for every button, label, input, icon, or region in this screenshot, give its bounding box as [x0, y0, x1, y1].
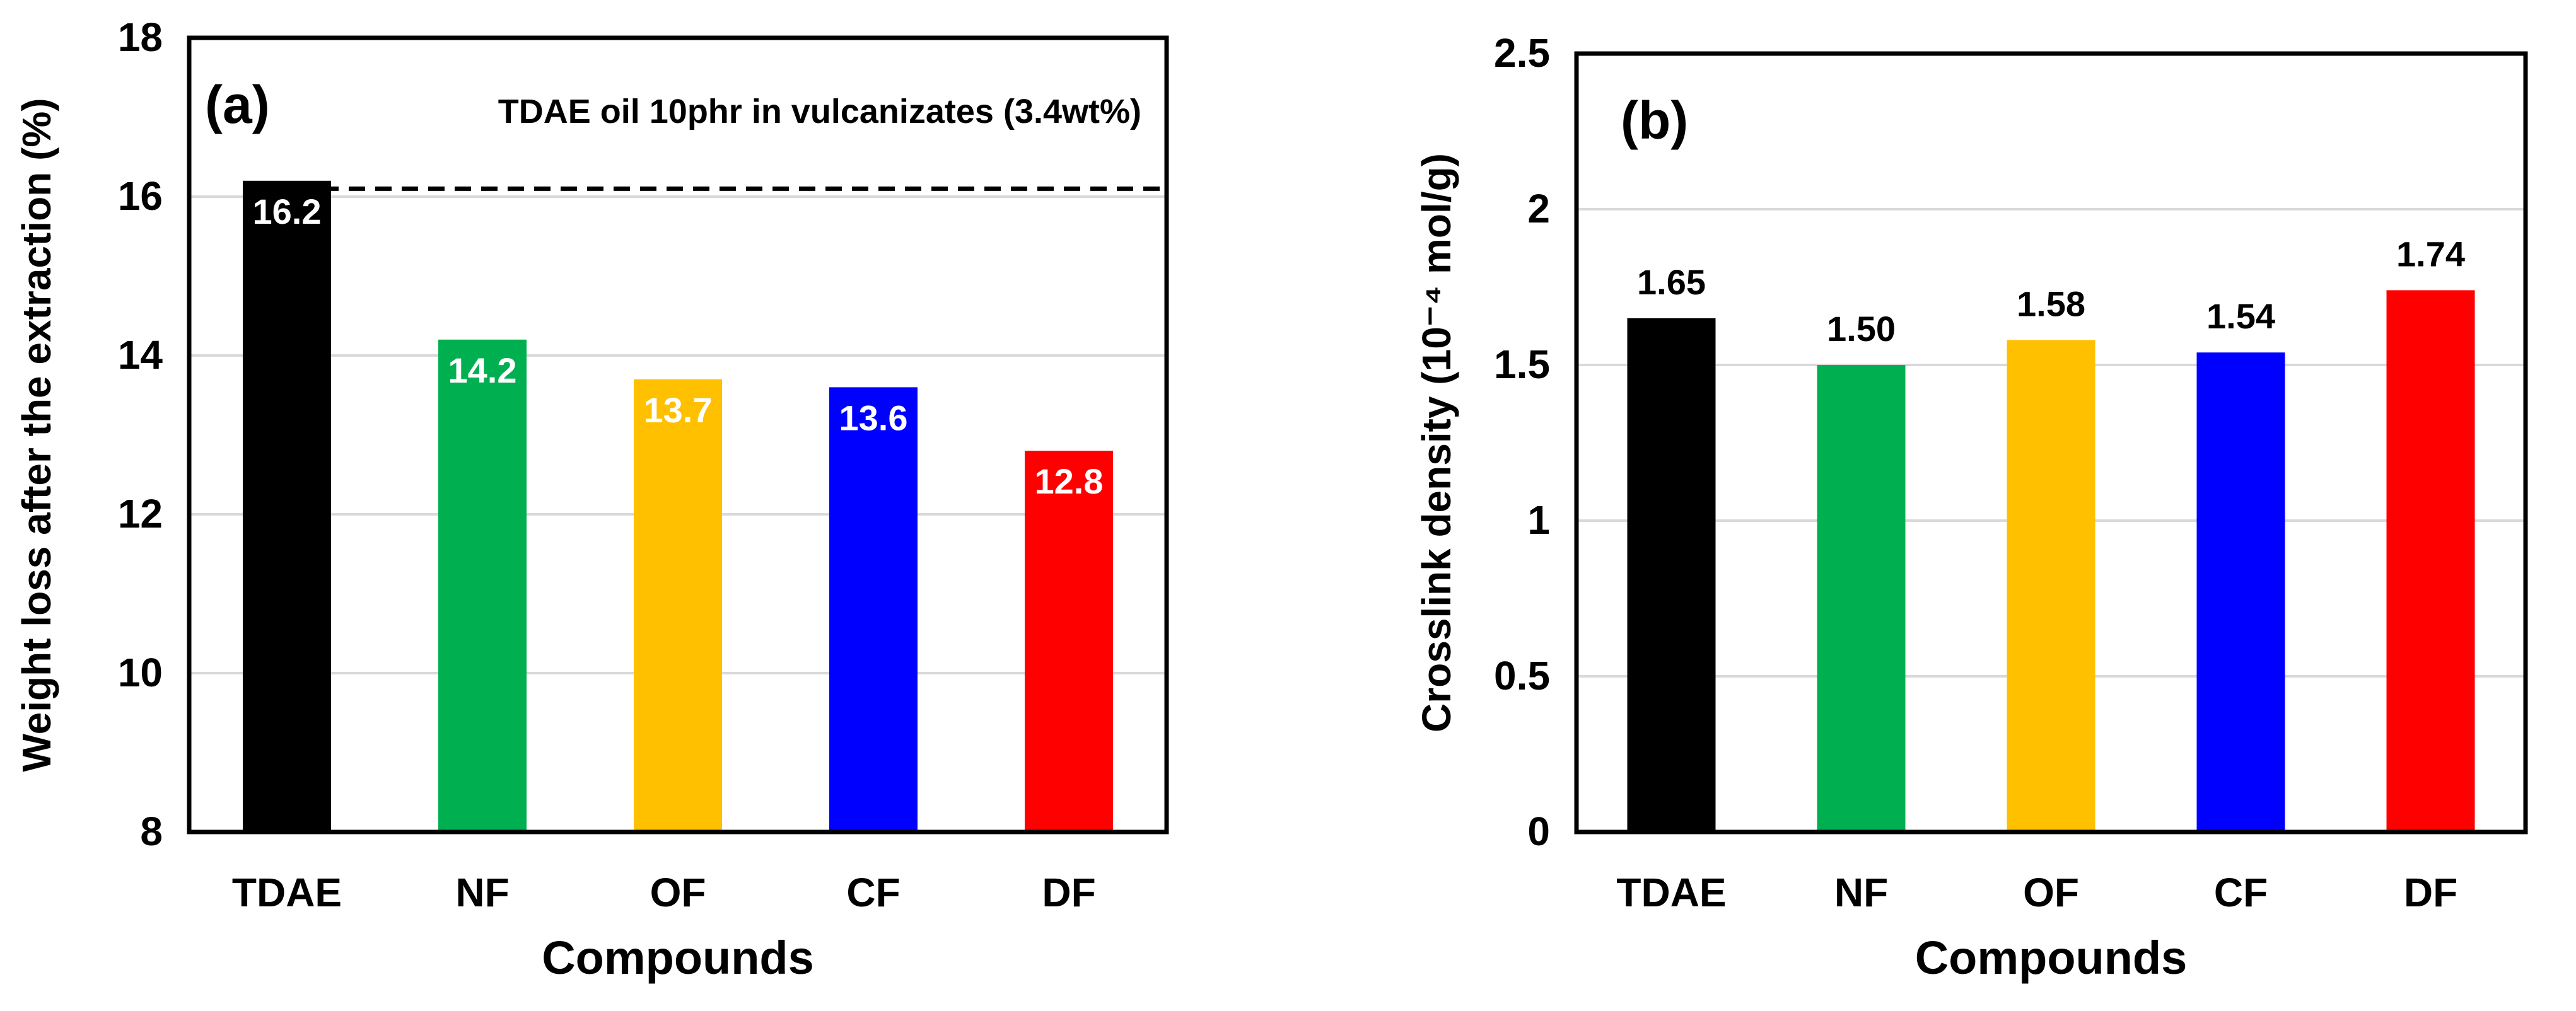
panel-b-y-axis-title: Crosslink density (10⁻⁴ mol/g): [1414, 153, 1459, 732]
panel-a-bar-cf: [829, 387, 918, 832]
panel-b-value-label: 1.50: [1827, 309, 1896, 349]
panel-a-bar-nf: [438, 339, 527, 832]
panel-b-bar-df: [2386, 290, 2475, 832]
panel-b-frame: [1574, 51, 2528, 835]
panel-a-x-tick-label: NF: [455, 870, 509, 915]
panel-a-y-tick-label: 14: [118, 332, 163, 378]
panel-a-bar-of: [634, 379, 722, 832]
panel-b-x-tick-label: TDAE: [1616, 870, 1726, 915]
panel-b-value-label: 1.54: [2206, 296, 2275, 336]
panel-a-y-tick-label: 8: [140, 809, 163, 854]
panel-b-y-tick-label: 0.5: [1494, 653, 1550, 698]
panel-a-x-tick-label: CF: [846, 870, 900, 915]
panel-a-bar-df: [1025, 451, 1113, 832]
panel-a-value-label: 12.8: [1035, 461, 1104, 501]
panel-a-y-tick-label: 16: [118, 173, 163, 219]
panel-b-y-tick-label: 1.5: [1494, 342, 1550, 387]
panel-a-value-label: 16.2: [253, 192, 322, 231]
panel-a-y-tick-label: 10: [118, 650, 163, 695]
panel-a-x-tick-label: DF: [1042, 870, 1095, 915]
panel-b-value-label: 1.58: [2017, 284, 2085, 323]
panel-b-value-label: 1.65: [1637, 262, 1706, 302]
panel-b-bar-cf: [2196, 352, 2285, 832]
panel-b-x-tick-label: DF: [2404, 870, 2457, 915]
panel-a-annotation: TDAE oil 10phr in vulcanizates (3.4wt%): [498, 93, 1141, 130]
panel-a-y-tick-label: 18: [118, 14, 163, 60]
panel-b-x-tick-label: CF: [2214, 870, 2268, 915]
panel-a-value-label: 13.6: [839, 398, 908, 437]
panel-b-value-label: 1.74: [2396, 234, 2465, 274]
panel-b-panel-label: (b): [1621, 91, 1688, 150]
panel-b-bar-nf: [1817, 365, 1906, 832]
panel-b-x-axis-title: Compounds: [1915, 932, 2188, 984]
panel-a-x-tick-label: OF: [650, 870, 706, 915]
panel-b-x-tick-label: OF: [2023, 870, 2079, 915]
panel-a-x-axis-title: Compounds: [542, 932, 814, 984]
panel-a-bar-tdae: [243, 180, 331, 832]
panel-b-y-tick-label: 1: [1527, 497, 1550, 543]
panel-a-value-label: 13.7: [644, 390, 713, 430]
panel-b-y-tick-label: 2: [1527, 186, 1550, 231]
panel-b-y-tick-label: 0: [1527, 809, 1550, 854]
panel-b-x-tick-label: NF: [1834, 870, 1888, 915]
panel-a-value-label: 14.2: [448, 350, 517, 390]
panel-a-y-tick-label: 12: [118, 491, 163, 536]
panel-a-panel-label: (a): [205, 75, 270, 134]
panel-b-bar-of: [2007, 340, 2095, 832]
panel-a-frame: [187, 35, 1169, 835]
panel-b-bar-tdae: [1627, 318, 1716, 832]
panel-b-y-tick-label: 2.5: [1494, 30, 1550, 76]
panel-a-x-tick-label: TDAE: [232, 870, 342, 915]
panel-a-y-axis-title: Weight loss after the extraction (%): [14, 98, 59, 771]
